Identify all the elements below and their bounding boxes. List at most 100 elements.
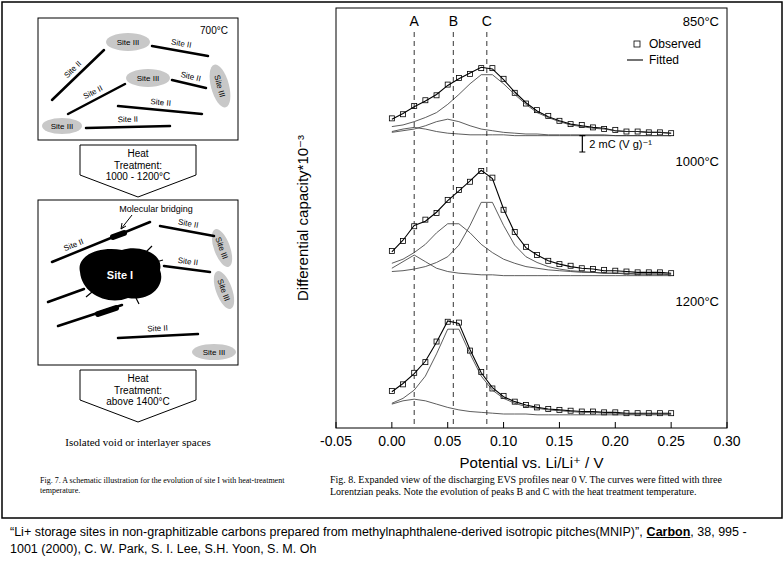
figure-border	[2, 2, 782, 518]
peak-label: B	[449, 13, 458, 29]
site-iii-region	[208, 226, 237, 269]
x-tick-label: 0.10	[490, 433, 517, 449]
site-label: Site II	[170, 37, 192, 49]
citation-title: “Li+ storage sites in non-graphitizable …	[10, 525, 643, 539]
page: 700°C Site III Site III Site III Site III Sit…	[0, 0, 784, 580]
site-label: Site I	[107, 269, 133, 281]
layer-line	[68, 84, 125, 114]
fitted-component	[392, 224, 671, 274]
panel-data	[389, 319, 673, 415]
fitted-component	[392, 399, 671, 415]
x-axis-title: Potential vs. Li/Li⁺ / V	[460, 454, 604, 471]
x-tick	[559, 422, 560, 428]
legend-label: Observed	[649, 37, 701, 51]
peak-guide	[486, 32, 487, 428]
site-label: Site II	[177, 256, 198, 268]
layer-line	[172, 80, 206, 88]
site-iii-region	[210, 268, 239, 311]
fitted-line	[392, 67, 671, 133]
site-iii-region	[106, 33, 150, 51]
peak-guide	[414, 32, 415, 428]
transition-text: Treatment:	[114, 160, 162, 171]
site-label: Site III	[51, 122, 74, 131]
site-iii-region	[206, 62, 235, 109]
layer-line	[118, 106, 202, 114]
caption: Fig. 8. Expanded view of the discharging…	[330, 474, 742, 498]
x-tick-label: -0.05	[320, 433, 352, 449]
x-tick	[447, 422, 448, 428]
transition-text: above 1400°C	[106, 396, 170, 407]
site-label: Site II	[177, 217, 199, 230]
x-tick	[503, 422, 504, 428]
x-tick-label: 0.00	[378, 433, 405, 449]
site-label: Site III	[213, 236, 229, 260]
site-label: Site II	[62, 59, 83, 80]
scale-bar	[579, 136, 585, 152]
legend-symbol	[634, 41, 640, 47]
fitted-component	[392, 202, 671, 274]
site-label: Site II	[150, 97, 171, 108]
x-tick-label: 0.05	[434, 433, 461, 449]
layer-line	[86, 126, 170, 128]
stage-box	[38, 200, 238, 365]
layer-line	[58, 305, 122, 326]
panel-title: 1000°C	[675, 154, 719, 169]
site-label: Site III	[137, 74, 160, 83]
site-label: Site II	[62, 237, 84, 253]
site-label: Site II	[117, 115, 138, 124]
x-tick	[615, 422, 616, 428]
citation-journal: Carbon	[647, 525, 691, 539]
y-axis-title: Differential capacity*10⁻³	[294, 135, 311, 301]
x-tick-label: 0.20	[602, 433, 629, 449]
x-tick	[671, 422, 672, 428]
final-state: Isolated void or interlayer spaces	[65, 436, 210, 448]
transition-text: Heat	[127, 148, 148, 159]
peak-label: C	[482, 13, 492, 29]
observed-point	[602, 267, 607, 272]
site-label: Site II	[82, 84, 104, 102]
panel-data	[389, 66, 673, 136]
legend-symbol	[627, 59, 643, 60]
layer-line	[164, 266, 210, 272]
transition-arrow	[80, 145, 196, 197]
fitted-component	[392, 75, 671, 133]
chart: 850°CObservedFittedABC2 mC (V g)⁻¹1000°C…	[294, 8, 741, 471]
layer-line	[118, 334, 198, 338]
stage-temperature: 700°C	[200, 25, 228, 36]
scale-bar-label: 2 mC (V g)⁻¹	[589, 138, 652, 150]
layer-line	[113, 233, 124, 237]
transition-text: Treatment:	[114, 385, 162, 396]
peak-guide	[453, 32, 454, 428]
annotation-arrow	[121, 215, 132, 229]
stage-box	[38, 18, 238, 140]
layer-line	[48, 289, 84, 302]
panel-title: 850°C	[683, 14, 719, 29]
plot-frame	[336, 8, 727, 428]
schematic: 700°C Site III Site III Site III Site III Sit…	[38, 18, 238, 448]
x-tick-label: 0.15	[546, 433, 573, 449]
site-label: Site III	[117, 38, 140, 47]
fitted-component	[392, 255, 671, 276]
panel-title: 1200°C	[675, 294, 719, 309]
citation: “Li+ storage sites in non-graphitizable …	[10, 524, 774, 558]
site-label: Site III	[203, 348, 226, 357]
x-tick-label: 0.25	[658, 433, 685, 449]
legend-label: Fitted	[649, 53, 679, 67]
annotation: Molecular bridging	[119, 204, 193, 214]
site-iii-region	[42, 118, 82, 134]
site-iii-region	[192, 344, 236, 360]
site-iii-region	[126, 69, 170, 87]
site-i-edge	[86, 246, 163, 304]
transition-arrow	[80, 370, 196, 422]
fitted-component	[392, 329, 671, 414]
transition-text: Heat	[127, 373, 148, 384]
panel-data	[389, 169, 673, 276]
fitted-line	[392, 170, 671, 273]
caption: Fig. 7. A schematic illustration for the…	[40, 476, 302, 496]
x-tick-label: 0.30	[713, 433, 740, 449]
site-label: Site III	[215, 278, 231, 302]
transition-text: 1000 - 1200°C	[106, 171, 171, 182]
fitted-line	[392, 321, 671, 413]
site-label: Site II	[180, 70, 202, 83]
layer-line	[98, 308, 116, 314]
